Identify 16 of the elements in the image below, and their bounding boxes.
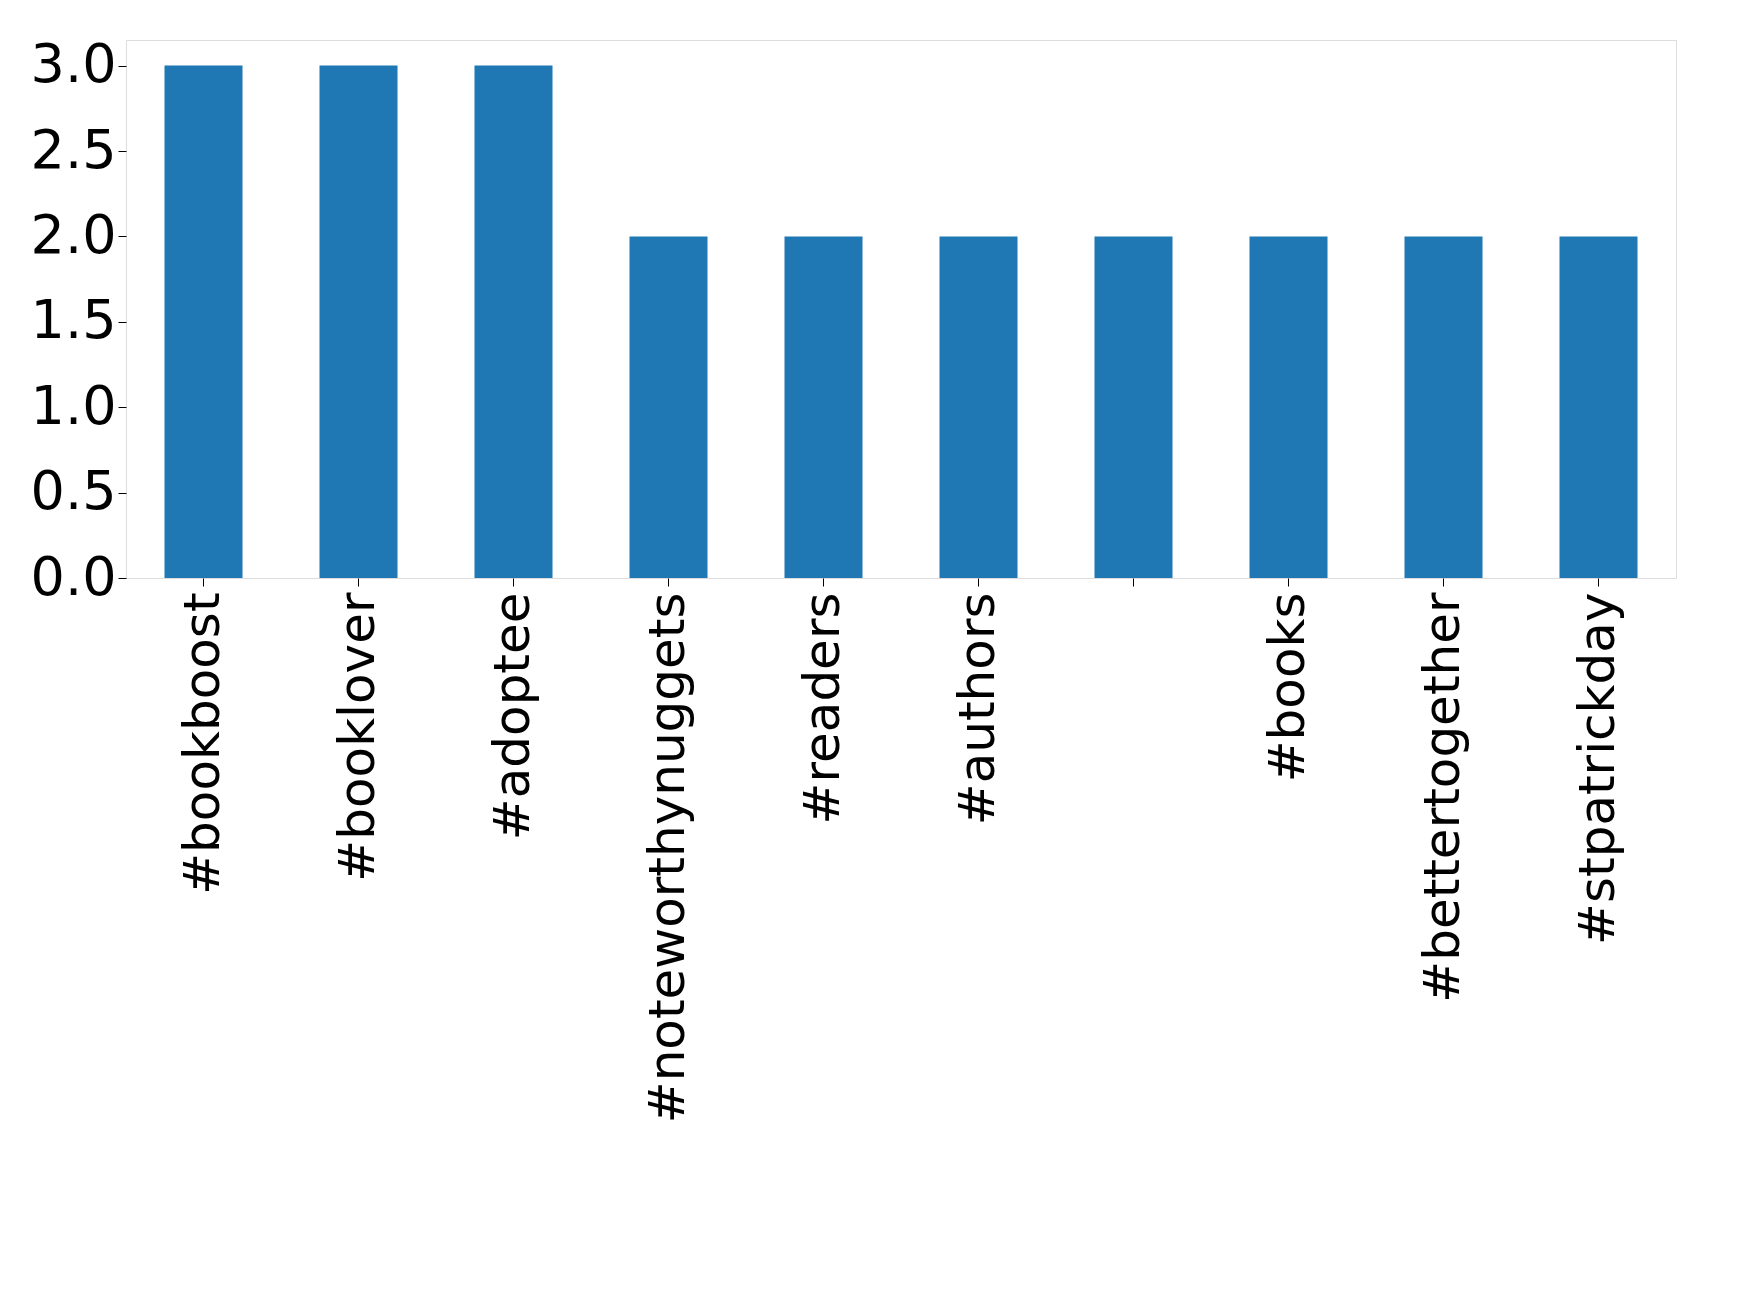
y-tick-label: 2.0 (30, 202, 117, 266)
x-tick-label: #stpatrickday (1567, 592, 1626, 945)
y-tick-label: 3.0 (30, 32, 117, 96)
x-tick-label: #bookboost (172, 592, 231, 895)
x-tick-label: #books (1257, 592, 1316, 783)
x-tick-label: #booklover (327, 592, 386, 882)
x-tick-label: #noteworthynuggets (637, 592, 696, 1124)
y-tick-label: 1.5 (30, 288, 117, 352)
x-tick-label: #readers (792, 592, 851, 825)
y-tick-label: 0.5 (30, 459, 117, 523)
y-tick-label: 2.5 (30, 117, 117, 181)
x-tick-label: #bettertogether (1412, 592, 1471, 1003)
x-tick-label: #authors (947, 592, 1006, 826)
y-tick-label: 1.0 (30, 373, 117, 437)
x-tick-label: #adoptee (482, 592, 541, 841)
y-tick-label: 0.0 (30, 544, 117, 608)
